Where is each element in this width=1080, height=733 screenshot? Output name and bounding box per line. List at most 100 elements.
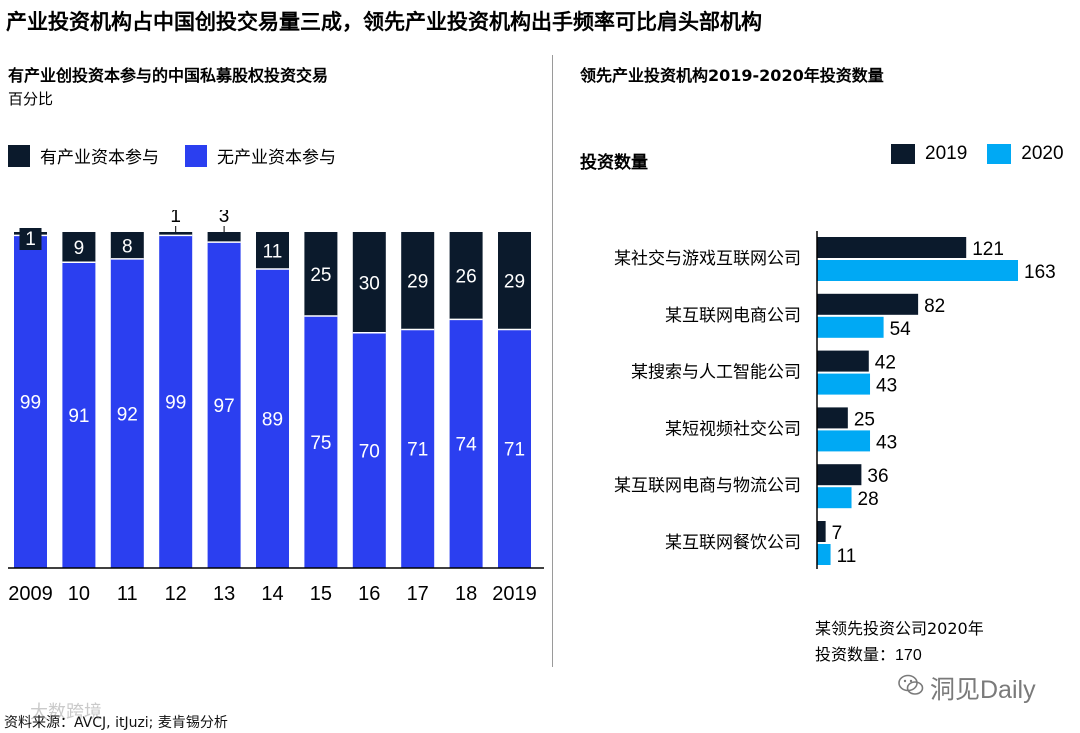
legend-swatch-2020 (987, 144, 1012, 164)
data-label-with-industry: 9 (74, 238, 85, 259)
bar-segment-with-industry (207, 232, 241, 243)
data-label-2019: 121 (972, 239, 1004, 260)
data-label-with-industry: 25 (310, 265, 331, 286)
right-chart-legend: 2019 2020 (891, 143, 1080, 165)
bar-segment-with-industry (110, 232, 144, 259)
data-label-2019: 42 (875, 353, 896, 374)
data-label-with-industry: 1 (25, 229, 36, 250)
data-label-2020: 54 (890, 319, 912, 340)
horizontal-bar-chart: 某社交与游戏互联网公司 121 163 某互联网电商公司 82 54 某搜索与人工智能公司 4… (614, 231, 1056, 569)
legend-item-with-industry: 有产业资本参与 (8, 143, 159, 168)
x-tick-label: 14 (261, 583, 283, 605)
legend-label: 有产业资本参与 (40, 148, 159, 168)
bar-segment-with-industry (159, 232, 193, 236)
data-label-with-industry: 11 (263, 241, 283, 262)
data-label-2020: 43 (876, 432, 897, 453)
data-label-without-industry: 97 (214, 396, 235, 417)
bar-segment-without-industry (207, 242, 241, 568)
data-label-with-industry: 8 (122, 236, 133, 257)
category-label: 某搜索与人工智能公司 (631, 363, 801, 383)
bar-2020 (817, 316, 884, 338)
category-label: 某互联网电商公司 (665, 306, 801, 326)
bar-segment-without-industry (14, 235, 47, 569)
data-label-with-industry: 1 (170, 210, 181, 227)
data-label-2019: 36 (867, 466, 888, 487)
note-value: 170 (895, 647, 922, 664)
x-tick-label: 13 (213, 583, 235, 605)
data-label-2019: 82 (924, 296, 945, 317)
bar-2019 (817, 407, 848, 429)
bar-segment-without-industry (62, 262, 96, 568)
bar-2019 (817, 464, 862, 486)
bar-segment-without-industry (498, 329, 531, 568)
bar-segment-without-industry (401, 329, 435, 568)
data-label-2020: 43 (876, 376, 897, 397)
legend-label: 2019 (925, 143, 968, 164)
data-label-2020: 163 (1024, 262, 1056, 283)
left-chart-unit: 百分比 (8, 90, 54, 108)
legend-label: 无产业资本参与 (217, 148, 336, 168)
category-label: 某互联网电商与物流公司 (614, 476, 801, 496)
watermark-left: 大数跨境 (30, 702, 102, 723)
bar-segment-without-industry (256, 268, 289, 568)
bar-2020 (817, 544, 831, 565)
data-label-without-industry: 99 (165, 393, 186, 414)
data-label-with-industry: 30 (359, 273, 380, 294)
bar-segment-with-industry (62, 232, 96, 263)
legend-swatch-blue (185, 144, 207, 167)
legend-item-2019: 2019 (891, 143, 967, 165)
category-label: 某短视频社交公司 (665, 419, 801, 439)
data-label-without-industry: 75 (310, 433, 331, 454)
legend-item-2020: 2020 (987, 143, 1064, 165)
data-label-without-industry: 70 (359, 441, 380, 462)
note-label: 投资数量： (815, 645, 896, 664)
bar-2020 (817, 373, 871, 395)
data-label-with-industry: 29 (504, 272, 525, 293)
data-label-without-industry: 91 (68, 406, 89, 427)
bar-segment-without-industry (159, 235, 193, 569)
data-label-2020: 28 (858, 489, 879, 510)
bar-2019 (817, 293, 919, 315)
bar-segment-with-industry (352, 232, 386, 333)
bar-segment-with-industry (401, 232, 435, 330)
x-tick-label: 2009 (8, 583, 53, 605)
note-line2: 投资数量：170 (815, 642, 984, 669)
data-label-background (19, 228, 42, 250)
stacked-bar-chart: 1992009991108921119912397131189142575153… (8, 210, 544, 605)
bar-segment-with-industry (449, 232, 483, 320)
bar-segment-without-industry (352, 332, 386, 568)
note-line1: 某领先投资公司2020年 (815, 619, 984, 638)
x-tick-label: 10 (68, 583, 90, 605)
wechat-icon (898, 674, 924, 695)
data-label-with-industry: 29 (407, 272, 428, 293)
bar-2020 (817, 430, 871, 452)
bar-2019 (817, 237, 967, 258)
legend-swatch-dark (8, 144, 30, 167)
left-chart-legend: 有产业资本参与 无产业资本参与 (8, 143, 362, 168)
data-label-with-industry: 3 (219, 210, 230, 227)
legend-label: 2020 (1021, 143, 1064, 164)
bar-segment-with-industry (256, 232, 289, 269)
data-label-without-industry: 92 (117, 404, 138, 425)
bar-segment-without-industry (304, 316, 338, 568)
data-label-without-industry: 71 (504, 440, 525, 461)
x-tick-label: 18 (455, 583, 477, 605)
page-title: 产业投资机构占中国创投交易量三成，领先产业投资机构出手频率可比肩头部机构 (6, 10, 762, 34)
category-label: 某社交与游戏互联网公司 (614, 249, 801, 269)
bar-segment-with-industry (498, 232, 531, 330)
source-note: 资料来源：AVCJ, itJuzi; 麦肯锡分析 (4, 715, 228, 731)
x-tick-label: 17 (407, 583, 429, 605)
data-label-without-industry: 89 (262, 409, 283, 430)
bar-2020 (817, 260, 1018, 281)
data-label-without-industry: 99 (20, 393, 41, 414)
x-tick-label: 15 (310, 583, 332, 605)
left-chart-title: 有产业创投资本参与的中国私募股权投资交易 (8, 66, 329, 85)
panel-divider (552, 55, 553, 667)
right-chart-title: 领先产业投资机构2019-2020年投资数量 (580, 66, 884, 85)
category-label: 某互联网餐饮公司 (665, 533, 801, 553)
legend-swatch-2019 (891, 144, 915, 164)
data-label-with-industry: 26 (456, 267, 477, 288)
data-label-2019: 7 (832, 523, 843, 544)
bar-segment-without-industry (449, 319, 483, 568)
data-label-2019: 25 (854, 409, 875, 430)
